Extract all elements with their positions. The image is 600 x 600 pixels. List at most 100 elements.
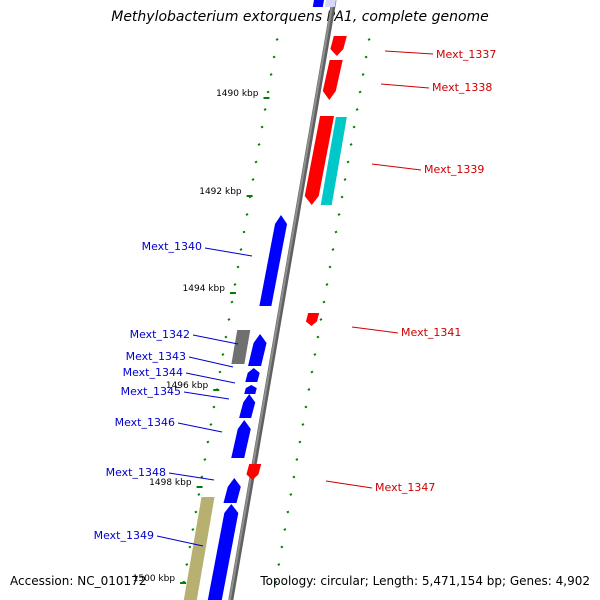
backbone-highlight: [228, 0, 334, 600]
label-leader-line: [351, 326, 399, 334]
tick-mark: [301, 423, 305, 426]
tick-mark: [191, 528, 195, 531]
gene-label: Mext_1349: [94, 529, 154, 542]
gene-label: Mext_1347: [375, 481, 435, 494]
scale-label: 1496 kbp: [166, 381, 209, 391]
gene-partial-pale: [324, 0, 336, 7]
tick-mark: [310, 370, 314, 374]
label-leader-line: [204, 247, 253, 257]
gene-olive-feature: [183, 497, 215, 600]
tick-mark: [227, 318, 231, 321]
tick-mark: [331, 248, 335, 251]
tick-mark: [236, 265, 240, 269]
accession-label: Accession: NC_010172: [10, 574, 147, 588]
tick-mark: [239, 248, 243, 251]
tick-mark: [328, 265, 332, 269]
gene-mext-1348: [223, 478, 241, 503]
tick-mark: [230, 300, 234, 304]
tick-mark: [260, 125, 264, 129]
gene-label: Mext_1341: [401, 326, 461, 339]
tick-mark: [367, 38, 371, 41]
tick-mark: [269, 73, 273, 76]
gene-partial-forward: [312, 0, 324, 7]
gene-labels: Mext_1337 Mext_1338 Mext_1339 Mext_1340 Mext…: [94, 48, 496, 547]
tick-mark: [343, 178, 347, 181]
tick-mark: [292, 475, 296, 479]
tick-mark: [251, 178, 255, 181]
tick-mark: [286, 510, 290, 514]
genome-summary: Topology: circular; Length: 5,471,154 bp…: [260, 574, 590, 588]
tick-mark: [254, 160, 258, 164]
gene-label: Mext_1338: [432, 81, 492, 94]
gene-label: Mext_1346: [115, 416, 175, 429]
tick-mark: [319, 318, 323, 321]
tick-mark: [340, 195, 344, 199]
gene-mext-1339: [304, 116, 335, 205]
label-leader-line: [156, 535, 204, 547]
tick-mark: [298, 440, 302, 444]
tick-mark: [218, 370, 222, 374]
tick-marks: [182, 38, 371, 584]
tick-mark: [245, 213, 249, 216]
gene-features: [183, 0, 347, 600]
label-leader-line: [177, 422, 223, 433]
tick-mark: [295, 458, 299, 461]
gene-mext-1343: [248, 334, 267, 366]
tick-mark: [337, 213, 341, 216]
tick-mark: [322, 300, 326, 304]
tick-mark: [334, 230, 338, 234]
gene-label: Mext_1345: [121, 385, 181, 398]
tick-mark: [209, 423, 213, 426]
genome-backbone: [228, 0, 337, 600]
gene-mext-1345b: [239, 394, 256, 418]
gene-label: Mext_1342: [130, 328, 190, 341]
gene-mext-1342: [231, 330, 251, 364]
gene-mext-1339-rna: [320, 117, 347, 205]
label-leader-line: [380, 83, 430, 89]
scale-labels: 1490 kbp 1492 kbp 1494 kbp 1496 kbp 1498 kbp…: [133, 89, 270, 584]
tick-mark: [349, 143, 353, 146]
tick-mark: [200, 475, 204, 479]
tick-mark: [224, 335, 228, 339]
gene-mext-1341: [305, 313, 320, 326]
tick-mark: [266, 90, 270, 94]
label-leader-line: [192, 334, 239, 345]
label-leader-line: [371, 163, 422, 171]
tick-mark: [212, 405, 216, 409]
tick-mark: [206, 440, 210, 444]
tick-mark: [304, 405, 308, 409]
tick-mark: [307, 388, 311, 391]
gene-mext-1344: [245, 368, 260, 382]
label-leader-line: [183, 391, 230, 400]
label-leader-line: [168, 472, 215, 481]
tick-mark: [272, 55, 276, 59]
gene-mext-1340: [259, 215, 288, 306]
tick-mark: [283, 528, 287, 531]
tick-mark: [289, 493, 293, 496]
label-leader-line: [188, 356, 234, 368]
gene-mext-1347: [246, 464, 262, 480]
tick-mark: [361, 73, 365, 76]
scale-label: 1494 kbp: [183, 284, 226, 294]
label-leader-line: [325, 480, 373, 489]
tick-mark: [242, 230, 246, 234]
gene-mext-1349: [207, 504, 239, 600]
tick-mark: [197, 493, 201, 496]
label-leader-line: [384, 50, 434, 55]
genome-title: Methylobacterium extorquens PA1, complet…: [111, 9, 489, 25]
tick-mark: [263, 108, 267, 111]
gene-label: Mext_1343: [126, 350, 186, 363]
scale-label: 1492 kbp: [199, 187, 242, 197]
tick-mark: [352, 125, 356, 129]
tick-mark: [275, 38, 279, 41]
label-leader-line: [185, 372, 236, 384]
tick-mark: [185, 563, 189, 566]
tick-mark: [188, 545, 192, 549]
gene-mext-1337: [330, 36, 347, 56]
tick-mark: [221, 353, 225, 356]
gene-label: Mext_1344: [123, 366, 183, 379]
tick-mark: [203, 458, 207, 461]
tick-mark: [194, 510, 198, 514]
tick-mark: [355, 108, 359, 111]
